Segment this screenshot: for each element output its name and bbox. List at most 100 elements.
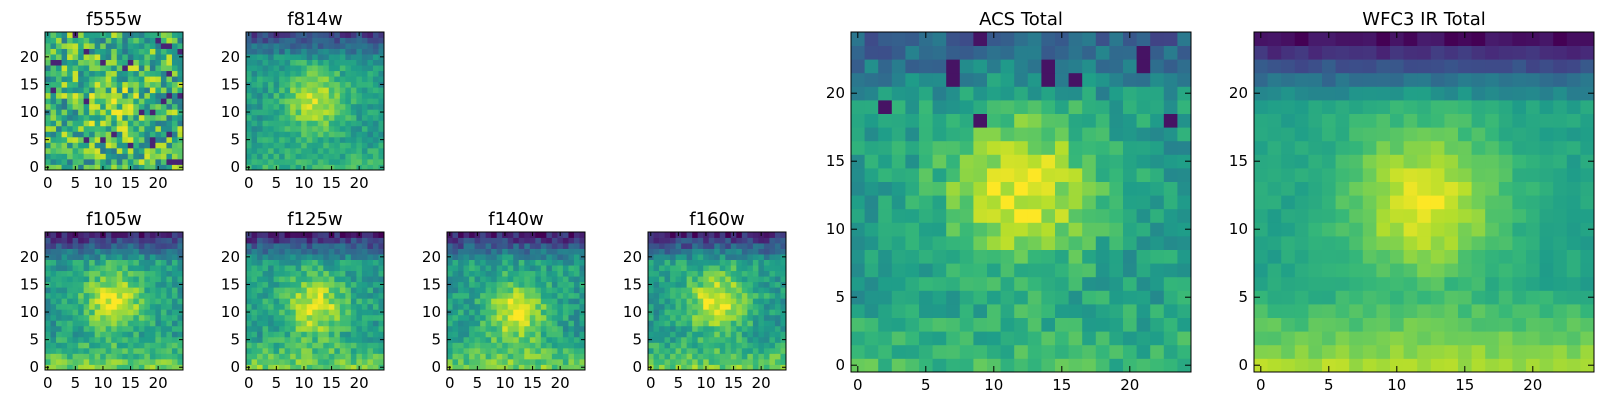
heatmap-cell (1281, 263, 1296, 278)
heatmap-cell (361, 125, 368, 132)
heatmap-cell (1123, 317, 1137, 332)
heatmap-cell (1390, 358, 1404, 373)
heatmap-cell (513, 237, 520, 244)
heatmap-cell (160, 248, 167, 255)
y-tick-label: 20 (422, 248, 441, 266)
heatmap-cell (339, 325, 346, 332)
heatmap-cell (257, 364, 263, 371)
heatmap-cell (1095, 154, 1110, 169)
heatmap-cell (105, 314, 112, 321)
heatmap-cell (323, 342, 330, 349)
heatmap-cell (1163, 222, 1178, 237)
heatmap-cell (160, 298, 167, 305)
heatmap-cell (1109, 358, 1124, 373)
heatmap-cell (279, 54, 286, 60)
heatmap-cell (279, 103, 286, 110)
heatmap-cell (273, 320, 280, 327)
heatmap-cell (1362, 263, 1377, 278)
heatmap-cell (692, 292, 699, 299)
heatmap-cell (1458, 181, 1472, 196)
heatmap-cell (1082, 127, 1097, 142)
heatmap-cell (973, 59, 988, 74)
heatmap-cell (334, 59, 341, 66)
heatmap-cell (524, 298, 531, 305)
heatmap-cell (149, 309, 156, 316)
heatmap-cell (562, 259, 569, 266)
heatmap-cell (747, 342, 754, 349)
heatmap-cell (72, 237, 79, 244)
heatmap-cell (339, 120, 346, 127)
heatmap-cell (328, 125, 335, 132)
heatmap-cell (973, 276, 988, 291)
heatmap-cell (268, 125, 274, 132)
heatmap-cell (339, 270, 346, 277)
heatmap-cell (317, 59, 324, 66)
heatmap-cell (334, 164, 341, 171)
heatmap-cell (551, 237, 558, 244)
heatmap-cell (262, 309, 269, 316)
heatmap-cell (273, 87, 280, 94)
heatmap-cell (268, 298, 274, 305)
heatmap-cell (485, 281, 492, 288)
heatmap-cell (312, 147, 319, 154)
heatmap-cell (463, 331, 470, 338)
heatmap-cell (268, 48, 274, 55)
heatmap-cell (262, 32, 269, 38)
heatmap-cell (769, 254, 776, 260)
heatmap-cell (361, 270, 368, 277)
heatmap-cell (579, 265, 586, 272)
heatmap-cell (769, 303, 776, 310)
heatmap-cell (339, 59, 346, 66)
heatmap-cell (659, 331, 665, 338)
heatmap-cell (317, 281, 324, 288)
heatmap-cell (932, 100, 947, 114)
heatmap-cell (262, 276, 269, 283)
heatmap-cell (177, 147, 184, 154)
heatmap-cell (67, 232, 73, 238)
heatmap-cell (708, 336, 715, 343)
heatmap-cell (171, 314, 178, 321)
heatmap-cell (306, 309, 313, 316)
heatmap-cell (339, 131, 346, 138)
heatmap-cell (372, 125, 379, 132)
y-tick-label: 0 (431, 358, 441, 376)
heatmap-cell (323, 136, 330, 143)
heatmap-cell (94, 237, 101, 244)
heatmap-cell (312, 358, 319, 365)
heatmap-cell (67, 142, 73, 149)
heatmap-cell (45, 37, 51, 44)
heatmap-cell (513, 342, 520, 349)
heatmap-cell (284, 131, 291, 138)
heatmap-cell (485, 254, 492, 260)
heatmap-cell (144, 103, 151, 110)
heatmap-cell (94, 32, 101, 38)
heatmap-cell (61, 254, 68, 260)
heatmap-cell (769, 298, 776, 305)
heatmap-cell (56, 331, 62, 338)
heatmap-cell (284, 120, 291, 127)
heatmap-cell (378, 314, 385, 321)
heatmap-cell (659, 237, 665, 244)
heatmap-cell (725, 259, 732, 266)
heatmap-cell (116, 48, 123, 55)
heatmap-cell (1308, 304, 1323, 318)
heatmap-cell (725, 298, 732, 305)
heatmap-cell (697, 276, 704, 283)
heatmap-cell (780, 347, 787, 354)
heatmap-cell (730, 342, 737, 349)
heatmap-cell (681, 292, 688, 299)
heatmap-cell (959, 127, 974, 142)
heatmap-cell (67, 92, 73, 99)
heatmap-cell (317, 276, 324, 283)
heatmap-cell (546, 303, 553, 310)
heatmap-cell (339, 70, 346, 77)
heatmap-cell (1417, 290, 1432, 305)
heatmap-cell (1150, 100, 1165, 114)
y-tick-label: 5 (632, 331, 642, 349)
heatmap-cell (372, 281, 379, 288)
heatmap-cell (1055, 113, 1069, 128)
heatmap-cell (507, 298, 514, 305)
heatmap-cell (1281, 358, 1296, 373)
heatmap-cell (361, 331, 368, 338)
heatmap-cell (279, 281, 286, 288)
